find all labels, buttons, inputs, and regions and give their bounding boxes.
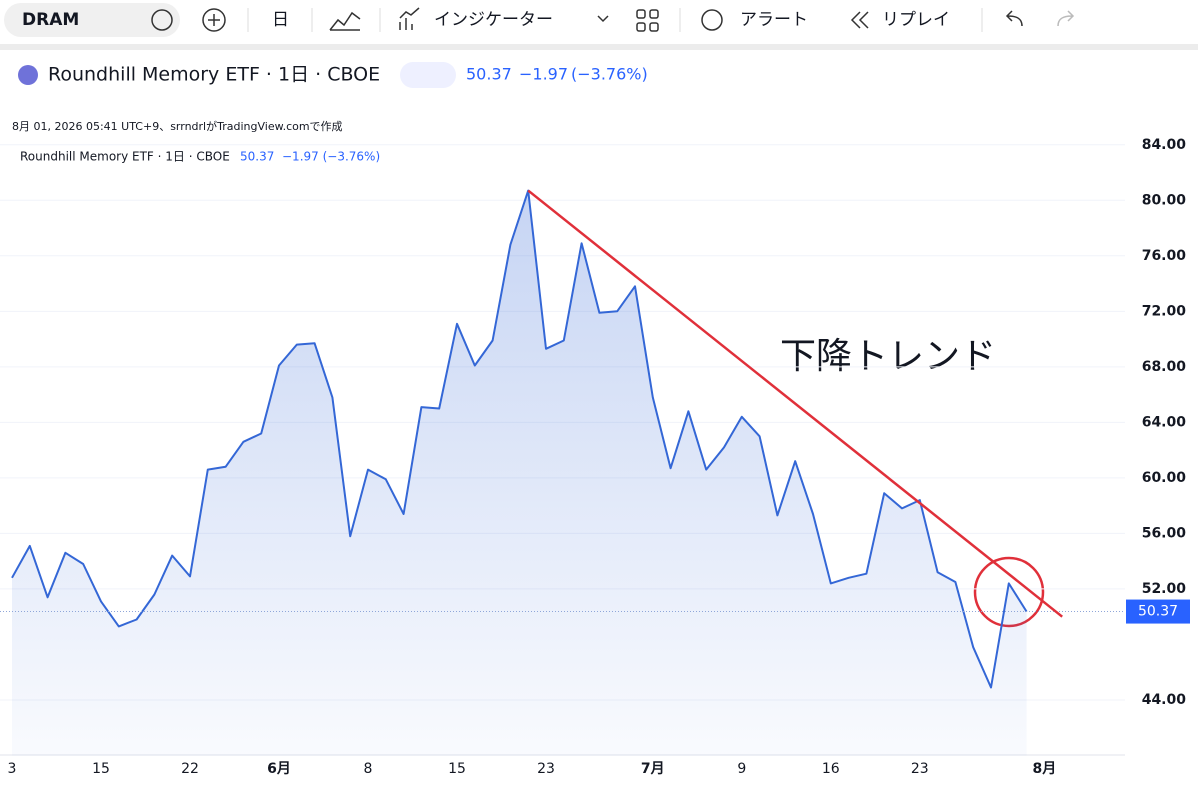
dropdown[interactable] bbox=[597, 15, 609, 23]
chart-type-icon[interactable] bbox=[329, 11, 361, 31]
alert[interactable]: アラート bbox=[740, 10, 808, 30]
compare-icon[interactable] bbox=[151, 9, 173, 31]
y-tick-label: 76.00 bbox=[1142, 248, 1187, 264]
x-tick-label: 15 bbox=[92, 761, 110, 777]
x-tick-label: 8 bbox=[364, 761, 373, 777]
legend-title: Roundhill Memory ETF · 1日 · CBOE bbox=[20, 150, 230, 164]
legend-price: 50.37 bbox=[240, 150, 274, 164]
x-tick-label: 15 bbox=[448, 761, 466, 777]
y-tick-label: 72.00 bbox=[1142, 303, 1187, 319]
trendline bbox=[527, 189, 1063, 618]
alert-icon[interactable] bbox=[701, 9, 723, 31]
x-tick-label: 7月 bbox=[641, 761, 665, 777]
symbol[interactable]: DRAM bbox=[22, 10, 79, 30]
x-tick-label: 16 bbox=[822, 761, 840, 777]
layout-icon[interactable] bbox=[636, 9, 659, 32]
y-tick-label: 64.00 bbox=[1142, 414, 1187, 430]
y-tick-label: 60.00 bbox=[1142, 470, 1187, 486]
price-line bbox=[11, 189, 1028, 689]
x-tick-label: 9 bbox=[737, 761, 746, 777]
redo[interactable] bbox=[1057, 10, 1075, 27]
y-tick-label: 84.00 bbox=[1142, 137, 1187, 153]
x-tick-label: 22 bbox=[181, 761, 199, 777]
area-fill bbox=[12, 190, 1027, 756]
x-tick-label: 6月 bbox=[267, 761, 291, 777]
replay-icon[interactable] bbox=[850, 11, 869, 29]
header-change-pct: (−3.76%) bbox=[571, 65, 648, 84]
status-pill bbox=[400, 62, 456, 88]
toolbar-border bbox=[0, 44, 1198, 50]
last-price-label: 50.37 bbox=[1138, 604, 1178, 620]
symbol-search[interactable] bbox=[4, 3, 180, 37]
x-tick-label: 23 bbox=[537, 761, 555, 777]
add-plus bbox=[208, 14, 220, 26]
x-tick-label: 23 bbox=[911, 761, 929, 777]
y-tick-label: 56.00 bbox=[1142, 525, 1187, 541]
legend-change: −1.97 (−3.76%) bbox=[282, 150, 380, 164]
header-title: Roundhill Memory ETF · 1日 · CBOE bbox=[48, 64, 380, 86]
last-price-box bbox=[1126, 599, 1190, 624]
toolbar bbox=[0, 0, 1198, 44]
annotation: 下降トレンド bbox=[780, 336, 996, 377]
add-icon[interactable] bbox=[202, 8, 226, 32]
indicators[interactable]: インジケーター bbox=[434, 10, 553, 30]
replay[interactable]: リプレイ bbox=[882, 10, 950, 30]
header-price: 50.37 bbox=[466, 65, 512, 84]
x-tick-label: 8月 bbox=[1033, 761, 1057, 777]
y-tick-label: 44.00 bbox=[1142, 692, 1187, 708]
y-tick-label: 68.00 bbox=[1142, 359, 1187, 375]
y-tick-label: 52.00 bbox=[1142, 581, 1187, 597]
x-tick-label: 3 bbox=[8, 761, 17, 777]
header-change: −1.97 bbox=[519, 65, 568, 84]
interval[interactable]: 日 bbox=[272, 10, 289, 30]
undo[interactable] bbox=[1005, 10, 1023, 27]
symbol-logo bbox=[18, 65, 38, 85]
caption: 8月 01, 2026 05:41 UTC+9、srrndrlがTradingV… bbox=[12, 119, 343, 133]
plot: 44.00 52.00 56.00 60.00 64.00 68.00 72.00 76.00… bbox=[0, 137, 1190, 777]
indicator-icon[interactable] bbox=[399, 7, 420, 30]
y-tick-label: 80.00 bbox=[1142, 192, 1187, 208]
